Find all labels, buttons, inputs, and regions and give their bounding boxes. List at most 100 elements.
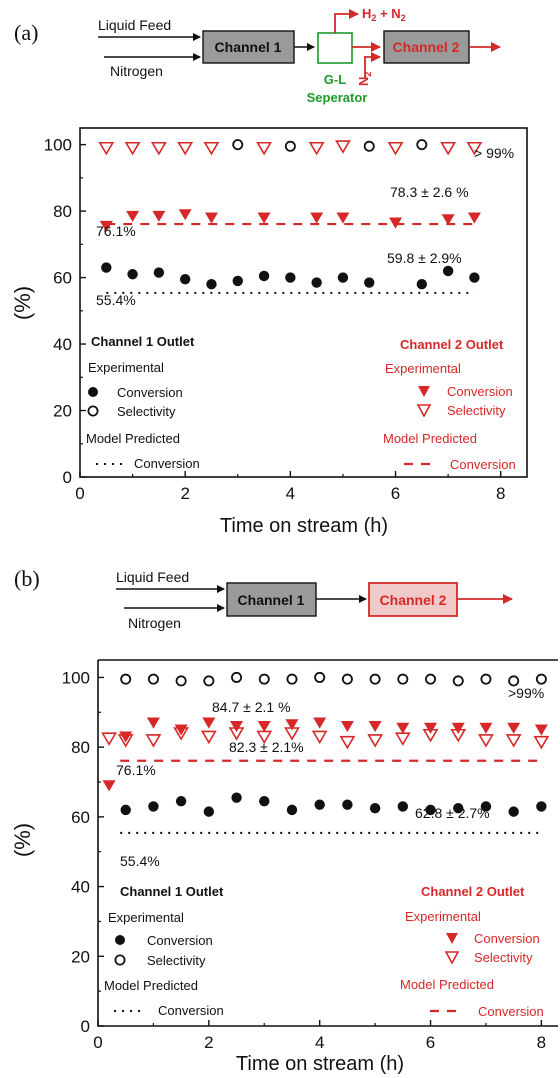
- chart-a-xtick-label: 6: [391, 484, 400, 503]
- chart-b-ch2-sel-point: [394, 732, 411, 746]
- chart-b-ch2-sel-point: [367, 734, 384, 748]
- chart-a-ch1-conv-point: [153, 267, 165, 278]
- chart-b-ch2-sel-point: [228, 727, 245, 741]
- chart-a-ch2-conv-point: [126, 210, 140, 222]
- chart-a-ch2-sel-point: [387, 141, 404, 156]
- chart-a-ch2-conv-point: [467, 212, 481, 224]
- chart-a-ch1-sel-point: [363, 140, 375, 152]
- legend-a-ch1-sel-marker: [87, 405, 99, 417]
- scheme-a-nitrogen: Nitrogen: [110, 63, 163, 79]
- chart-b-ch2-sel-point: [284, 727, 300, 741]
- chart-b-sel-note: >99%: [508, 685, 544, 701]
- legend-b-ch1-title: Channel 1 Outlet: [120, 884, 224, 899]
- chart-b-ch1-sel-point: [258, 673, 270, 685]
- chart-b-ch2-sel-point: [478, 734, 494, 748]
- chart-b-ch2-conv-point: [368, 721, 382, 733]
- chart-a-ch2-sel-point: [98, 141, 115, 156]
- chart-a-xtick-label: 4: [286, 484, 295, 503]
- chart-b-xtick-label: 2: [204, 1033, 213, 1052]
- chart-b-ytick-label: 100: [62, 668, 90, 687]
- legend-b-ch1-sel: Selectivity: [147, 953, 206, 968]
- chart-b-ch2-conv-point: [230, 721, 244, 733]
- chart-a-ch2-sel-point: [124, 141, 141, 156]
- chart-a-ytick-label: 40: [53, 335, 72, 354]
- chart-b: 0 20 40 60 80 100 0 2 4 6 8 Time on stream (h) (%)…: [10, 659, 558, 1075]
- chart-a-xtick-label: 2: [180, 484, 189, 503]
- chart-b-ch2-sel-note: 82.3 ± 2.1%: [229, 739, 304, 755]
- chart-a-ch2-conv-point: [441, 214, 455, 226]
- chart-a: 0 20 40 60 80 100 0 2 4 6 8 Time on stream (h) (%)…: [10, 127, 528, 537]
- chart-a-ch1-conv-point: [285, 272, 296, 283]
- chart-b-ch1-conv-point: [342, 799, 353, 810]
- chart-b-ch2-sel-point: [145, 734, 162, 748]
- legend-a-ch2-conv: Conversion: [447, 384, 513, 399]
- chart-b-ch1-conv-point: [536, 801, 547, 812]
- chart-b-legend-ch1: Channel 1 Outlet Experimental Conversion…: [104, 884, 224, 1018]
- chart-b-ch1-conv-point: [453, 802, 464, 814]
- scheme-a-separator-bottom: Seperator: [307, 90, 368, 105]
- chart-b-ch2-conv-point: [396, 722, 410, 734]
- chart-b-xtick-label: 6: [426, 1033, 435, 1052]
- chart-b-ch2-sel-point: [311, 730, 328, 745]
- chart-b-ch1-sel-point: [175, 675, 187, 687]
- chart-b-ch2-model-note: 76.1%: [116, 762, 156, 778]
- scheme-b-nitrogen: Nitrogen: [128, 615, 181, 631]
- chart-a-ch1-conv-point: [179, 274, 191, 285]
- legend-a-ch2-model-conv: Conversion: [450, 457, 516, 472]
- chart-b-ch1-sel-point: [147, 673, 159, 685]
- legend-a-ch2-conv-marker: [418, 386, 430, 397]
- panel-b-scheme: (b) Liquid Feed Nitrogen Channel 1 Chann…: [14, 566, 513, 631]
- chart-b-ch2-conv-point: [146, 717, 160, 729]
- chart-a-ch1-conv-point: [206, 279, 217, 290]
- chart-b-ch2-sel-point: [117, 734, 134, 748]
- legend-b-ch2-model: Model Predicted: [400, 977, 494, 992]
- legend-b-ch2-title: Channel 2 Outlet: [421, 884, 525, 899]
- chart-b-ch2-sel-point: [533, 735, 550, 750]
- chart-b-ch2-conv-note: 84.7 ± 2.1 %: [212, 699, 291, 715]
- gl-separator-box: [317, 32, 353, 64]
- chart-b-ch2-conv-point: [257, 721, 271, 733]
- chart-b-ch1-sel-point: [452, 675, 464, 687]
- chart-b-ch2-sel-point: [339, 735, 356, 750]
- chart-b-ytick-label: 0: [81, 1017, 90, 1036]
- b-channel2-box: [368, 582, 458, 617]
- chart-a-frame: [79, 127, 528, 478]
- chart-a-ch2-note: 78.3 ± 2.6 %: [390, 184, 469, 200]
- chart-b-axes: 0 20 40 60 80 100 0 2 4 6 8: [62, 668, 546, 1052]
- chart-a-legend-ch2: Channel 2 Outlet Experimental Conversion…: [383, 337, 516, 472]
- chart-a-xlabel: Time on stream (h): [220, 515, 388, 537]
- chart-b-ch2-conv-point: [424, 722, 438, 734]
- chart-b-ch1-model-note: 55.4%: [120, 853, 160, 869]
- chart-a-ch1-conv-point: [364, 277, 375, 288]
- scheme-a-channel2: Channel 2: [393, 39, 460, 55]
- chart-a-ch2-conv-point: [152, 210, 166, 222]
- chart-a-ch2-conv-point: [310, 212, 324, 224]
- chart-a-ch2-sel-point: [440, 141, 457, 156]
- legend-b-ch2-sel-marker: [444, 951, 460, 965]
- chart-b-xlabel: Time on stream (h): [236, 1053, 404, 1075]
- scheme-a-channel1: Channel 1: [215, 39, 282, 55]
- chart-a-ch1-conv-point: [469, 272, 480, 283]
- chart-b-ytick-label: 40: [71, 878, 90, 897]
- chart-a-ch1-conv-point: [416, 279, 428, 290]
- chart-a-ch1-sel-point: [284, 140, 296, 152]
- panel-a-scheme: (a) Liquid Feed Nitrogen Channel 1 G-L S…: [14, 6, 501, 105]
- legend-b-ch2-exp: Experimental: [405, 909, 481, 924]
- chart-a-ch1-conv-point: [101, 262, 112, 273]
- panel-a-label: (a): [14, 20, 38, 45]
- chart-a-ytick-label: 20: [53, 402, 72, 421]
- chart-a-ch2-sel-point: [335, 140, 351, 154]
- legend-a-ch2-title: Channel 2 Outlet: [400, 337, 504, 352]
- legend-b-ch1-conv: Conversion: [147, 933, 213, 948]
- chart-b-ch1-sel-point: [286, 673, 298, 685]
- chart-b-ch2-sel-point: [256, 730, 273, 745]
- chart-a-ch1-conv-point: [442, 265, 454, 277]
- chart-a-ch2-conv-point: [204, 212, 218, 224]
- chart-a-ch2-sel-point: [308, 141, 325, 156]
- chart-b-ch1-sel-point: [535, 673, 547, 685]
- legend-b-ch1-model: Model Predicted: [104, 978, 198, 993]
- chart-b-ch1-note: 62.8 ± 2.7%: [415, 805, 490, 821]
- chart-b-ch1-sel-point: [397, 673, 409, 685]
- chart-a-ytick-label: 0: [63, 468, 72, 487]
